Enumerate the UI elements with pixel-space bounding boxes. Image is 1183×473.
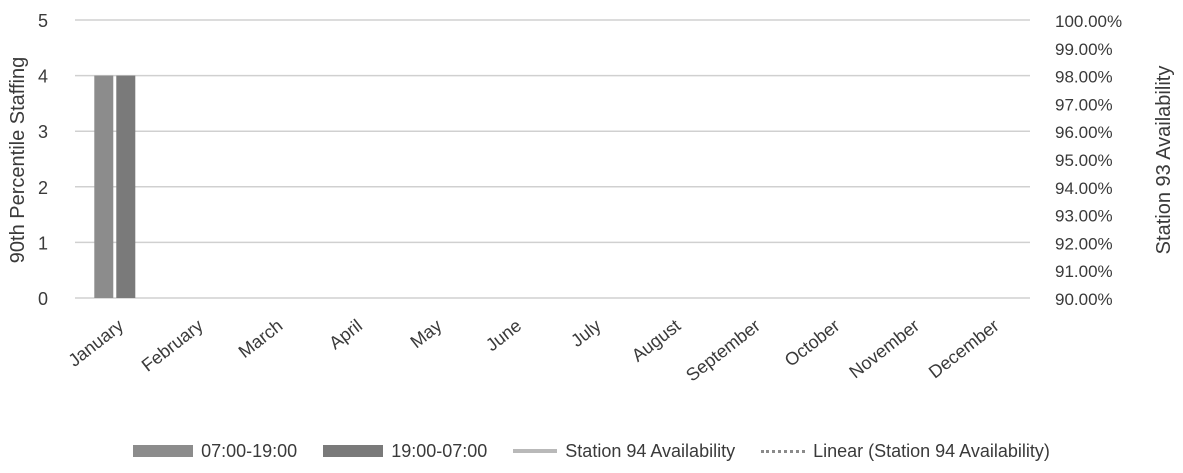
legend-label-station-94: Station 94 Availability xyxy=(565,440,736,461)
x-axis-tick-label: August xyxy=(628,315,684,365)
y-axis-right-label: Station 93 Availability xyxy=(1153,66,1175,255)
legend-item-linear-station-94: Linear (Station 94 Availability) xyxy=(761,441,1050,462)
y-axis-right-tick-label: 100.00% xyxy=(1055,12,1122,31)
legend-item-station-94: Station 94 Availability xyxy=(513,441,735,462)
y-axis-left-tick-label: 0 xyxy=(38,289,48,309)
y-axis-right-tick-label: 99.00% xyxy=(1055,40,1113,59)
x-axis-tick-label: March xyxy=(235,315,287,362)
legend-swatch-night-shift xyxy=(323,445,384,457)
y-axis-right-tick-label: 91.00% xyxy=(1055,262,1113,281)
y-axis-right-tick-label: 92.00% xyxy=(1055,234,1113,253)
bar-19-00-07-00-january xyxy=(116,75,136,298)
bar-07-00-19-00-january xyxy=(94,75,114,298)
legend-swatch-linear-station-94 xyxy=(761,449,806,453)
y-axis-right-tick-label: 94.00% xyxy=(1055,179,1113,198)
y-axis-right-tick-label: 96.00% xyxy=(1055,123,1113,142)
legend-swatch-day-shift xyxy=(133,445,194,457)
x-axis-tick-label: April xyxy=(325,315,366,353)
x-axis-tick-label: May xyxy=(406,315,445,352)
x-axis-tick-label: January xyxy=(64,315,127,370)
legend-label-night-shift: 19:00-07:00 xyxy=(391,440,488,461)
legend-label-day-shift: 07:00-19:00 xyxy=(201,440,298,461)
x-axis-ticks: January February March April May June July Augu… xyxy=(64,315,1002,385)
y-axis-right-tick-label: 93.00% xyxy=(1055,207,1113,226)
y-axis-left-ticks: 0 1 2 3 4 5 xyxy=(38,11,48,309)
y-axis-right-tick-label: 97.00% xyxy=(1055,95,1113,114)
x-axis-tick-label: June xyxy=(482,315,525,355)
x-axis-tick-label: October xyxy=(781,315,844,370)
x-axis-tick-label: November xyxy=(845,315,923,382)
plot-area: 0 1 2 3 4 5 90.00% 91.00% 92.00% 93.00% 94.00% 95.… xyxy=(7,11,1175,385)
x-axis-tick-label: September xyxy=(682,315,764,385)
y-axis-left-tick-label: 1 xyxy=(38,233,48,253)
gridlines xyxy=(75,19,1030,299)
y-axis-left-tick-label: 5 xyxy=(38,11,48,31)
legend-swatch-station-94 xyxy=(513,449,558,453)
x-axis-tick-label: July xyxy=(567,315,605,350)
y-axis-right-ticks: 90.00% 91.00% 92.00% 93.00% 94.00% 95.00% 96.0… xyxy=(1055,12,1122,309)
y-axis-left-tick-label: 3 xyxy=(38,122,48,142)
y-axis-right-tick-label: 98.00% xyxy=(1055,68,1113,87)
legend-label-linear-station-94: Linear (Station 94 Availability) xyxy=(813,440,1050,461)
y-axis-right-tick-label: 95.00% xyxy=(1055,151,1113,170)
legend-item-day-shift: 07:00-19:00 xyxy=(133,441,297,462)
legend: 07:00-19:00 19:00-07:00 Station 94 Avail… xyxy=(0,436,1183,466)
y-axis-left-tick-label: 4 xyxy=(38,67,48,87)
x-axis-tick-label: February xyxy=(138,315,207,375)
y-axis-left-label: 90th Percentile Staffing xyxy=(7,57,29,263)
legend-item-night-shift: 19:00-07:00 xyxy=(323,441,487,462)
bars xyxy=(94,75,136,298)
x-axis-tick-label: December xyxy=(925,315,1003,382)
y-axis-right-tick-label: 90.00% xyxy=(1055,290,1113,309)
y-axis-left-tick-label: 2 xyxy=(38,178,48,198)
